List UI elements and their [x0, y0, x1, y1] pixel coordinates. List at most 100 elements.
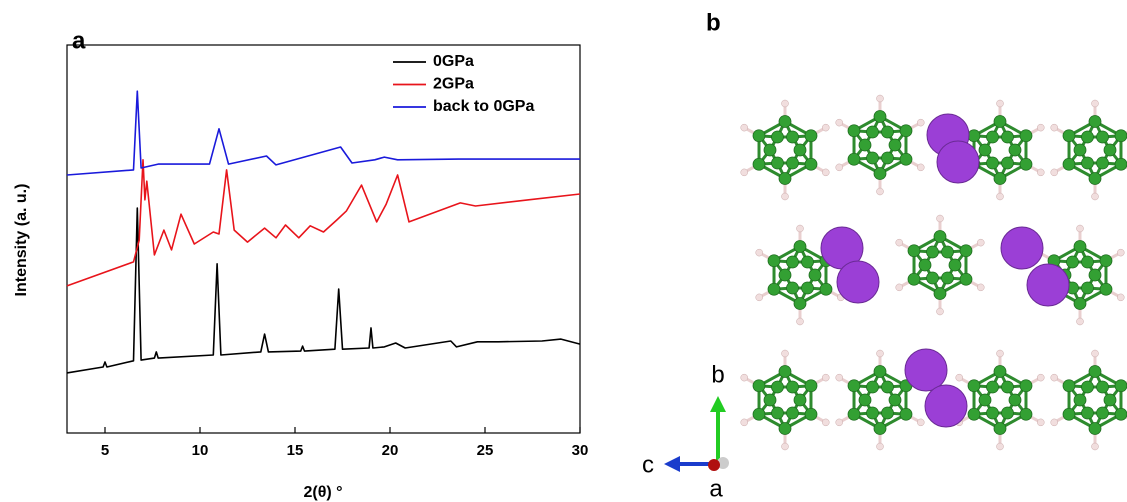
axis-label: c: [642, 451, 654, 478]
boron: [848, 125, 860, 137]
hydrogen: [756, 249, 763, 256]
x-tick-label: 30: [572, 442, 589, 459]
hydrogen: [877, 188, 884, 195]
boron: [882, 381, 894, 393]
boron: [1063, 408, 1075, 420]
boron: [794, 394, 806, 406]
boron: [1089, 269, 1101, 281]
boron: [787, 282, 799, 294]
boron: [874, 366, 886, 378]
boron: [1082, 381, 1094, 393]
boron: [979, 144, 991, 156]
boron: [1097, 131, 1109, 143]
boron: [764, 144, 776, 156]
hydrogen: [956, 374, 963, 381]
boron: [772, 407, 784, 419]
hydrogen: [997, 350, 1004, 357]
hydrogen: [782, 193, 789, 200]
boron: [779, 366, 791, 378]
boron: [987, 157, 999, 169]
boron: [1002, 131, 1014, 143]
legend-label: back to 0GPa: [433, 98, 534, 115]
boron: [867, 407, 879, 419]
hydrogen: [1077, 225, 1084, 232]
boron: [908, 273, 920, 285]
boron: [934, 288, 946, 300]
boron: [1020, 130, 1032, 142]
x-tick-label: 5: [101, 442, 109, 459]
boron: [779, 116, 791, 128]
boron: [768, 283, 780, 295]
hydrogen: [836, 119, 843, 126]
boron: [1082, 256, 1094, 268]
hydrogen: [977, 284, 984, 291]
boron: [900, 153, 912, 165]
boron: [753, 380, 765, 392]
hydrogen: [977, 239, 984, 246]
sodium: [937, 141, 979, 183]
axis-label: a: [709, 475, 723, 502]
boron: [772, 157, 784, 169]
hydrogen: [877, 95, 884, 102]
boron: [1063, 380, 1075, 392]
boron: [809, 269, 821, 281]
boron: [942, 272, 954, 284]
panel-label: b: [706, 9, 721, 36]
boron: [979, 394, 991, 406]
boron: [927, 272, 939, 284]
boron: [960, 273, 972, 285]
legend-label: 2GPa: [433, 76, 474, 93]
boron: [1074, 298, 1086, 310]
hydrogen: [836, 164, 843, 171]
hydrogen: [741, 374, 748, 381]
data-line: [67, 160, 580, 286]
boron: [787, 131, 799, 143]
boron: [874, 111, 886, 123]
hydrogen: [937, 308, 944, 315]
y-axis-label: Intensity (a. u.): [13, 184, 30, 297]
boron: [1115, 158, 1127, 170]
hydrogen: [1051, 374, 1058, 381]
hydrogen: [822, 124, 829, 131]
x-tick-label: 15: [287, 442, 304, 459]
hydrogen: [1092, 350, 1099, 357]
boron: [882, 126, 894, 138]
boron: [882, 407, 894, 419]
x-axis-label: 2(θ) °: [303, 484, 342, 501]
boron: [1063, 158, 1075, 170]
boron: [968, 408, 980, 420]
boron: [994, 116, 1006, 128]
boron: [1002, 157, 1014, 169]
boron: [768, 255, 780, 267]
boron: [1074, 241, 1086, 253]
boron: [994, 423, 1006, 435]
b-arrowhead: [710, 396, 726, 412]
boron: [805, 380, 817, 392]
boron: [908, 245, 920, 257]
boron: [859, 394, 871, 406]
boron: [794, 298, 806, 310]
boron: [802, 256, 814, 268]
hydrogen: [917, 119, 924, 126]
boron: [1089, 366, 1101, 378]
hydrogen: [797, 225, 804, 232]
boron: [1100, 255, 1112, 267]
hydrogen: [756, 294, 763, 301]
hydrogen: [1051, 124, 1058, 131]
boron: [1089, 173, 1101, 185]
boron: [1020, 408, 1032, 420]
sodium: [1001, 227, 1043, 269]
hydrogen: [1092, 193, 1099, 200]
boron: [867, 152, 879, 164]
hydrogen: [822, 374, 829, 381]
boron: [1020, 158, 1032, 170]
boron: [919, 259, 931, 271]
boron: [1097, 157, 1109, 169]
boron: [942, 246, 954, 258]
hydrogen: [1117, 249, 1124, 256]
boron: [1082, 157, 1094, 169]
boron: [805, 158, 817, 170]
hydrogen: [997, 100, 1004, 107]
hydrogen: [1117, 294, 1124, 301]
boron: [968, 130, 980, 142]
